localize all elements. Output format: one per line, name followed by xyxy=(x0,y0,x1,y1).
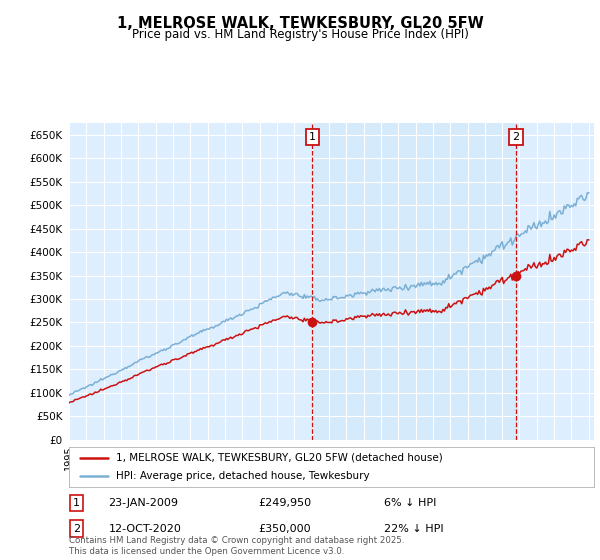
Text: Contains HM Land Registry data © Crown copyright and database right 2025.
This d: Contains HM Land Registry data © Crown c… xyxy=(69,536,404,556)
Text: 1: 1 xyxy=(73,498,80,508)
Text: 22% ↓ HPI: 22% ↓ HPI xyxy=(384,524,443,534)
Text: 1: 1 xyxy=(309,132,316,142)
Text: 12-OCT-2020: 12-OCT-2020 xyxy=(109,524,181,534)
Bar xyxy=(313,123,516,440)
Text: 2: 2 xyxy=(73,524,80,534)
Text: HPI: Average price, detached house, Tewkesbury: HPI: Average price, detached house, Tewk… xyxy=(116,472,370,481)
Text: 1, MELROSE WALK, TEWKESBURY, GL20 5FW: 1, MELROSE WALK, TEWKESBURY, GL20 5FW xyxy=(116,16,484,31)
Text: 6% ↓ HPI: 6% ↓ HPI xyxy=(384,498,436,508)
Text: Price paid vs. HM Land Registry's House Price Index (HPI): Price paid vs. HM Land Registry's House … xyxy=(131,28,469,41)
Text: 23-JAN-2009: 23-JAN-2009 xyxy=(109,498,178,508)
Text: 1, MELROSE WALK, TEWKESBURY, GL20 5FW (detached house): 1, MELROSE WALK, TEWKESBURY, GL20 5FW (d… xyxy=(116,453,443,463)
Text: £350,000: £350,000 xyxy=(258,524,311,534)
Text: 2: 2 xyxy=(512,132,520,142)
Text: £249,950: £249,950 xyxy=(258,498,311,508)
